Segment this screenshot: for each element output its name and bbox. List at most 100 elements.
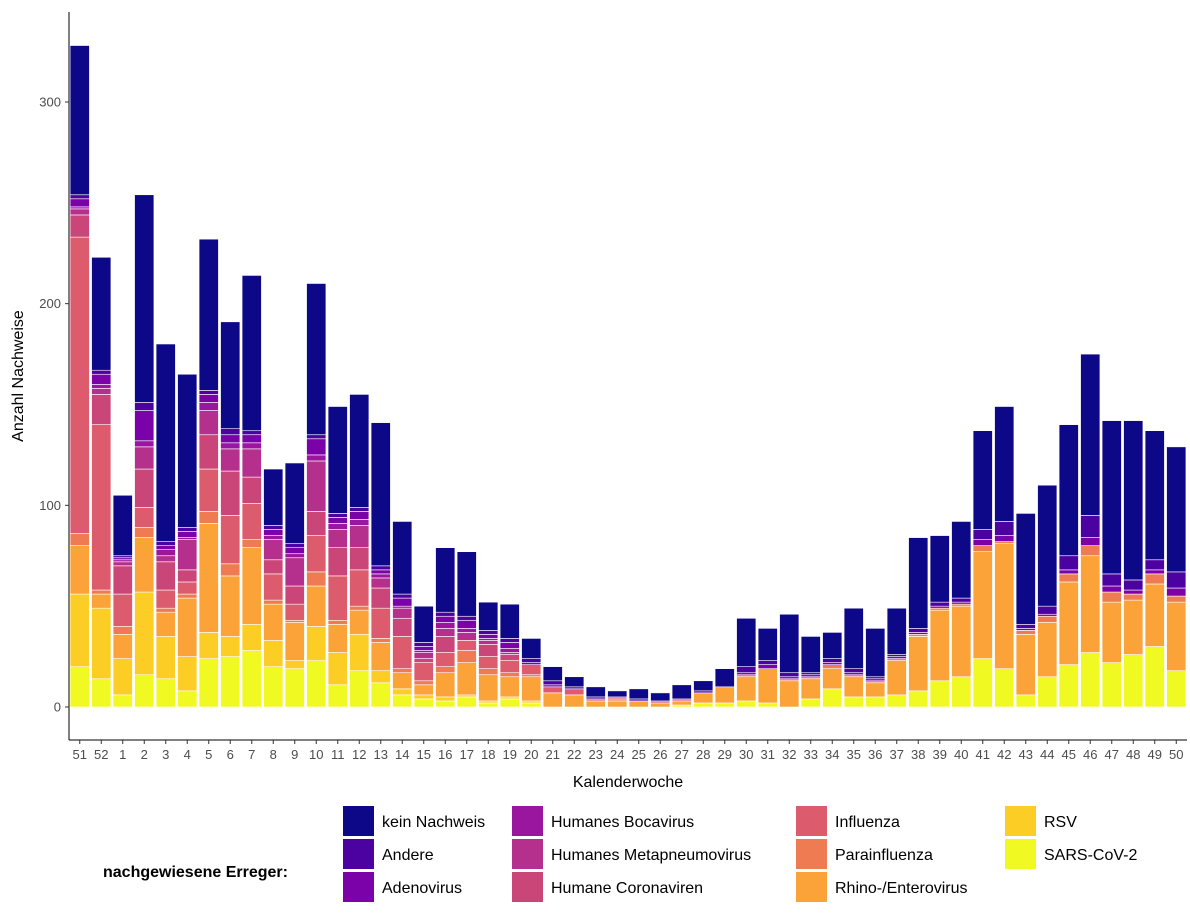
bar-segment-16-humanes-metapneumovirus bbox=[435, 628, 456, 637]
bar-segment-43-kein-nachweis bbox=[1015, 513, 1036, 625]
bar-segment-19-rsv bbox=[499, 696, 520, 700]
bar-segment-9-rsv bbox=[284, 660, 305, 669]
bar-segment-26-influenza bbox=[650, 700, 671, 704]
bar-segment-11-kein-nachweis bbox=[327, 406, 348, 514]
bar-segment-15-rsv bbox=[413, 694, 434, 700]
bar-segment-14-sars-cov-2 bbox=[392, 694, 413, 708]
bar-segment-3-rsv bbox=[155, 636, 176, 680]
x-tick-label: 48 bbox=[1126, 747, 1140, 762]
x-tick-label: 6 bbox=[227, 747, 234, 762]
bar-segment-44-adenovirus bbox=[1037, 613, 1058, 617]
x-tick-label: 36 bbox=[868, 747, 882, 762]
x-tick-label: 32 bbox=[782, 747, 796, 762]
bar-segment-51-humane-coronaviren bbox=[69, 214, 90, 238]
bar-segment-13-humane-coronaviren bbox=[370, 587, 391, 609]
bar-segment-22-andere bbox=[564, 686, 585, 690]
bar-segment-42-adenovirus bbox=[994, 535, 1015, 542]
bar-segment-9-andere bbox=[284, 543, 305, 548]
bar-segment-52-adenovirus bbox=[91, 373, 112, 385]
bar-segment-20-kein-nachweis bbox=[521, 638, 542, 659]
bar-segment-18-kein-nachweis bbox=[478, 601, 499, 631]
bar-segment-1-sars-cov-2 bbox=[112, 694, 133, 708]
bar-segment-11-humane-coronaviren bbox=[327, 547, 348, 577]
bar-segment-42-kein-nachweis bbox=[994, 406, 1015, 522]
bar-segment-43-sars-cov-2 bbox=[1015, 694, 1036, 708]
bar-segment-9-kein-nachweis bbox=[284, 462, 305, 544]
bar-segment-15-humanes-metapneumovirus bbox=[413, 652, 434, 659]
bar-segment-46-sars-cov-2 bbox=[1080, 652, 1101, 708]
x-tick-label: 27 bbox=[675, 747, 689, 762]
bar-segment-12-sars-cov-2 bbox=[349, 670, 370, 708]
x-axis-title: Kalenderwoche bbox=[573, 774, 683, 791]
legend-label: Rhino-/Enterovirus bbox=[835, 880, 968, 897]
x-tick-label: 37 bbox=[890, 747, 904, 762]
y-axis-ticks: 0 100 200 300 bbox=[39, 94, 69, 715]
bar-segment-40-rhino-enterovirus bbox=[951, 605, 972, 678]
bar-segment-37-parainfluenza bbox=[886, 658, 907, 661]
bar-segment-39-rhino-enterovirus bbox=[929, 609, 950, 682]
y-tick-label: 100 bbox=[39, 498, 61, 513]
bar-segment-32-adenovirus bbox=[779, 676, 800, 680]
bar-segment-19-kein-nachweis bbox=[499, 603, 520, 639]
bar-segment-14-kein-nachweis bbox=[392, 521, 413, 595]
bar-segment-4-humanes-bocavirus bbox=[177, 537, 198, 540]
bar-segment-15-kein-nachweis bbox=[413, 605, 434, 643]
bar-segment-7-humane-coronaviren bbox=[241, 476, 262, 504]
bar-segment-19-humanes-bocavirus bbox=[499, 648, 520, 653]
bars-layer bbox=[69, 45, 1187, 708]
bar-segment-5-adenovirus bbox=[198, 394, 219, 403]
bar-segment-14-rhino-enterovirus bbox=[392, 672, 413, 690]
bar-segment-18-humanes-metapneumovirus bbox=[478, 640, 499, 645]
bar-segment-4-adenovirus bbox=[177, 531, 198, 538]
bar-segment-45-parainfluenza bbox=[1058, 573, 1079, 583]
bar-segment-23-rhino-enterovirus bbox=[585, 700, 606, 708]
bar-segment-28-andere bbox=[693, 690, 714, 694]
bar-segment-9-influenza bbox=[284, 603, 305, 621]
bar-segment-18-sars-cov-2 bbox=[478, 702, 499, 708]
bar-segment-14-parainfluenza bbox=[392, 668, 413, 674]
bar-segment-6-humanes-metapneumovirus bbox=[220, 448, 241, 472]
bar-segment-47-kein-nachweis bbox=[1101, 420, 1122, 575]
bar-segment-17-humanes-bocavirus bbox=[456, 628, 477, 633]
bar-segment-11-humanes-metapneumovirus bbox=[327, 529, 348, 548]
x-tick-label: 13 bbox=[374, 747, 388, 762]
bar-segment-5-rsv bbox=[198, 632, 219, 659]
bar-segment-17-influenza bbox=[456, 640, 477, 651]
bar-segment-9-sars-cov-2 bbox=[284, 668, 305, 708]
bar-segment-19-rhino-enterovirus bbox=[499, 676, 520, 698]
bar-segment-25-andere bbox=[628, 698, 649, 702]
bar-segment-52-rhino-enterovirus bbox=[91, 593, 112, 609]
legend-item-humane-coronaviren: Humane Coronaviren bbox=[512, 872, 703, 902]
bar-segment-33-rhino-enterovirus bbox=[800, 678, 821, 700]
bar-segment-2-rsv bbox=[134, 591, 155, 676]
bar-segment-7-humanes-metapneumovirus bbox=[241, 448, 262, 478]
bar-segment-35-rhino-enterovirus bbox=[843, 676, 864, 698]
bar-segment-40-parainfluenza bbox=[951, 603, 972, 607]
bar-segment-8-adenovirus bbox=[263, 529, 284, 536]
bar-segment-4-andere bbox=[177, 527, 198, 532]
legend-label: Humanes Bocavirus bbox=[551, 814, 694, 831]
bar-segment-42-sars-cov-2 bbox=[994, 668, 1015, 708]
bar-segment-19-humane-coronaviren bbox=[499, 654, 520, 661]
bar-segment-21-kein-nachweis bbox=[542, 666, 563, 682]
bar-segment-36-andere bbox=[865, 676, 886, 680]
bar-segment-32-parainfluenza bbox=[779, 678, 800, 682]
x-tick-label: 43 bbox=[1019, 747, 1033, 762]
bar-segment-8-influenza bbox=[263, 573, 284, 601]
bar-segment-2-kein-nachweis bbox=[134, 194, 155, 403]
bar-segment-10-humanes-metapneumovirus bbox=[306, 460, 327, 512]
bar-segment-47-parainfluenza bbox=[1101, 591, 1122, 603]
bar-segment-44-andere bbox=[1037, 605, 1058, 615]
bar-segment-52-rsv bbox=[91, 607, 112, 680]
bar-segment-46-parainfluenza bbox=[1080, 545, 1101, 557]
bar-segment-10-parainfluenza bbox=[306, 571, 327, 587]
bar-segment-30-adenovirus bbox=[736, 672, 757, 676]
x-tick-label: 46 bbox=[1083, 747, 1097, 762]
legend-label: SARS-CoV-2 bbox=[1044, 847, 1137, 864]
x-tick-label: 20 bbox=[524, 747, 538, 762]
bar-segment-39-adenovirus bbox=[929, 605, 950, 609]
x-tick-label: 19 bbox=[503, 747, 517, 762]
bar-segment-34-parainfluenza bbox=[822, 664, 843, 669]
bar-segment-6-humane-coronaviren bbox=[220, 470, 241, 516]
y-tick-label: 300 bbox=[39, 94, 61, 109]
